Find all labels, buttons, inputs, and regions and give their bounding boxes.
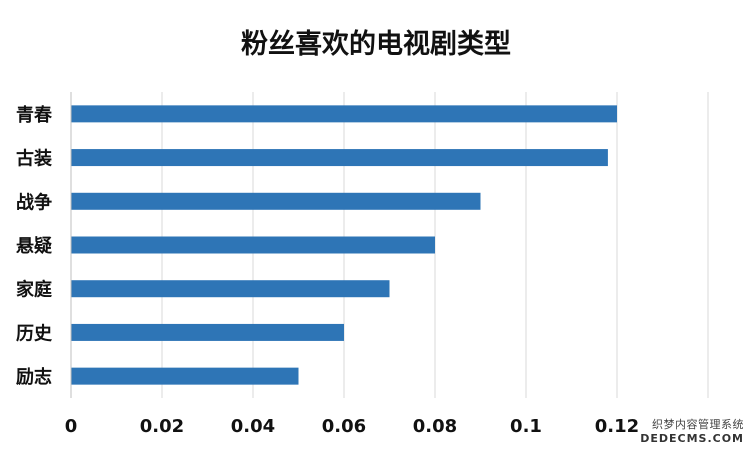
watermark-text-en: DEDECMS.COM: [640, 432, 744, 445]
category-label: 悬疑: [15, 236, 52, 257]
bar-2: [71, 192, 481, 210]
chart-title: 粉丝喜欢的电视剧类型: [241, 29, 511, 60]
x-tick-label: 0.04: [231, 416, 275, 437]
category-label: 古装: [16, 148, 52, 170]
bar-5: [71, 323, 344, 341]
x-tick-label: 0.1: [510, 416, 542, 437]
x-tick-label: 0.06: [322, 416, 366, 437]
category-label: 家庭: [16, 279, 52, 301]
x-tick-label: 0.12: [595, 416, 639, 437]
category-label: 励志: [16, 366, 52, 388]
watermark-text-cn: 织梦内容管理系统: [652, 418, 744, 431]
x-tick-label: 0: [65, 416, 78, 437]
category-label: 历史: [16, 322, 53, 344]
x-tick-label: 0.08: [413, 416, 457, 437]
category-label: 青春: [16, 104, 53, 126]
bar-0: [71, 105, 617, 123]
bar-4: [71, 280, 390, 298]
bar-1: [71, 149, 608, 167]
watermark: 织梦内容管理系统 DEDECMS.COM: [640, 418, 744, 446]
bar-6: [71, 367, 299, 385]
x-tick-label: 0.02: [140, 416, 184, 437]
bar-3: [71, 236, 435, 254]
category-label: 战争: [16, 191, 52, 213]
